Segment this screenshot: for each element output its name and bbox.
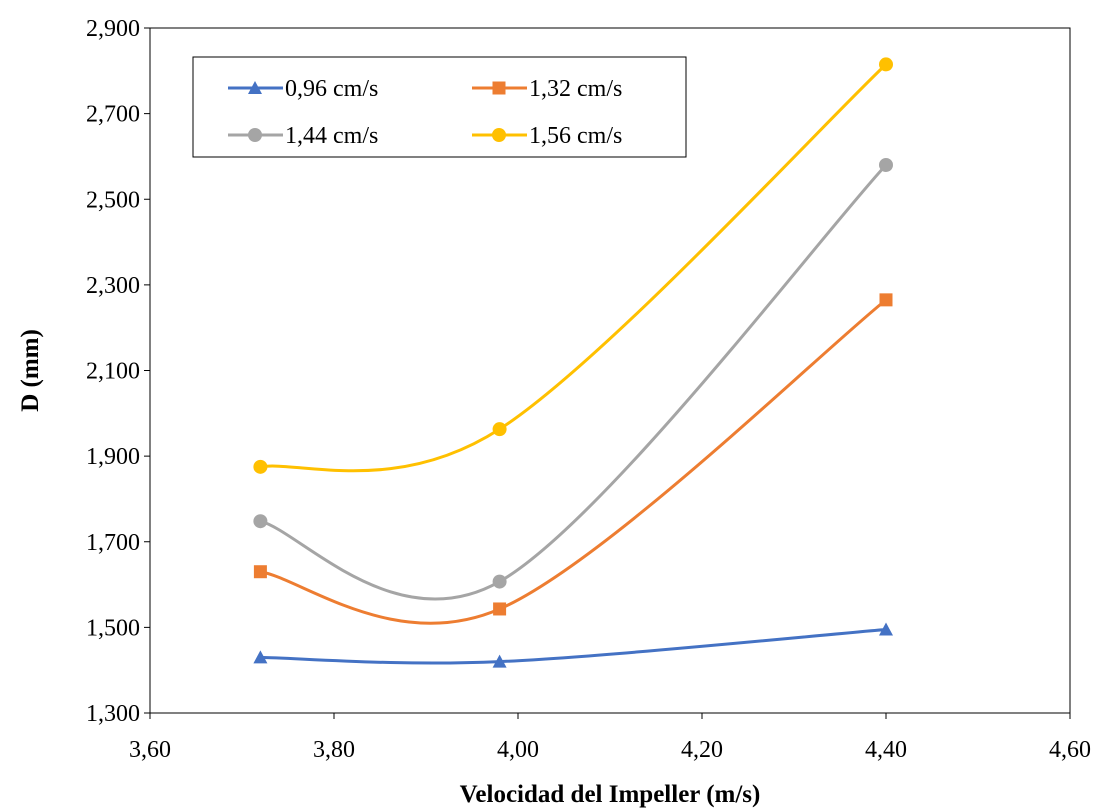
legend-label: 0,96 cm/s [285,76,378,102]
x-tick-label: 3,80 [313,737,355,763]
series-layer [253,57,893,668]
y-tick-label: 2,500 [86,187,140,213]
legend-swatch-marker [492,81,506,95]
data-point [879,622,893,636]
series-3 [253,158,893,601]
y-tick-label: 1,700 [86,530,140,556]
y-tick-label: 1,500 [86,615,140,641]
data-point [879,158,893,172]
y-tick-label: 2,700 [86,102,140,128]
legend-swatch-marker [248,81,262,94]
x-axis-title: Velocidad del Impeller (m/s) [460,781,761,808]
x-tick-label: 3,60 [129,737,171,763]
data-point [492,654,507,668]
series-line [260,298,887,625]
data-point [879,57,893,72]
y-tick-label: 2,300 [86,273,140,299]
series-2 [253,293,893,625]
legend-label: 1,56 cm/s [529,123,622,149]
data-point [253,459,268,474]
data-point [493,602,507,616]
data-point [253,514,268,529]
y-tick-label: 2,900 [86,16,140,42]
legend-entry: 1,32 cm/s [472,76,622,102]
legend-label: 1,32 cm/s [529,76,622,102]
y-tick-label: 1,300 [86,701,140,727]
x-tick-label: 4,00 [497,737,539,763]
legend-entry: 0,96 cm/s [228,76,378,102]
legend: 0,96 cm/s 1,32 cm/s 1,44 cm/s 1,56 cm/s [192,56,687,158]
series-line [260,628,887,665]
y-axis-title: D (mm) [17,329,44,412]
x-axis-ticks: 3,60 3,80 4,00 4,20 4,40 4,60 [129,713,1091,763]
series-1 [253,622,893,668]
legend-entry: 1,44 cm/s [228,123,378,149]
legend-entry: 1,56 cm/s [472,123,622,149]
y-axis-ticks: 1,300 1,500 1,700 1,900 2,100 2,300 2,500 2,700… [86,16,150,727]
legend-frame [192,56,687,158]
y-tick-label: 2,100 [86,359,140,385]
data-point [253,650,268,664]
x-tick-label: 4,60 [1049,737,1091,763]
x-tick-label: 4,40 [865,737,907,763]
series-line [260,63,888,473]
legend-swatch-marker [492,128,506,142]
data-point [879,293,893,307]
y-tick-label: 1,900 [86,444,140,470]
data-point [253,565,267,579]
legend-swatch-marker [248,128,262,142]
x-tick-label: 4,20 [681,737,723,763]
series-line [260,163,888,601]
series-4 [253,57,893,474]
data-point [492,574,507,589]
legend-label: 1,44 cm/s [285,123,378,149]
data-point [492,422,507,437]
